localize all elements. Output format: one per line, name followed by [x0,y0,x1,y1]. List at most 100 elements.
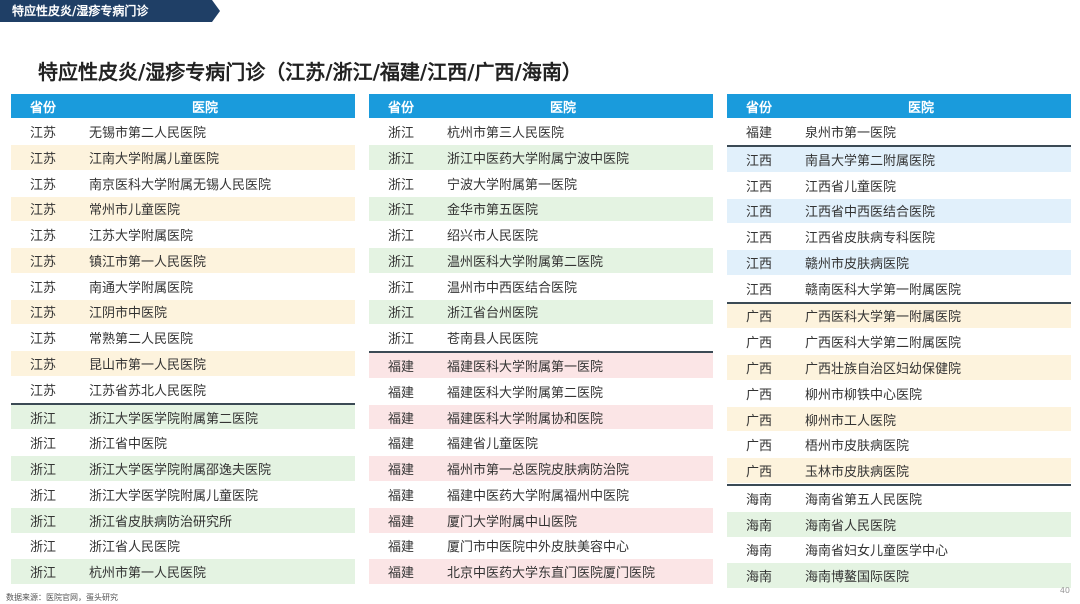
hospital-cell: 福建医科大学附属第二医院 [447,385,604,401]
table-row: 江苏 南京医科大学附属无锡人民医院 [11,171,355,196]
hospital-cell: 赣州市皮肤病医院 [805,256,910,272]
table-row: 广西 玉林市皮肤病医院 [727,458,1071,483]
table-body: 浙江 杭州市第三人民医院 浙江 浙江中医药大学附属宁波中医院 浙江 宁波大学附属第一医院浙… [369,119,713,585]
table-row: 浙江 温州医科大学附属第二医院 [369,248,713,273]
hospital-cell: 福州市第一总医院皮肤病防治院 [447,463,630,479]
page-title: 特应性皮炎/湿疹专病门诊（江苏/浙江/福建/江西/广西/海南） [38,60,582,84]
table-row: 浙江 浙江大学医学院附属第二医院 [11,402,355,430]
province-cell: 广西 [745,413,772,429]
hospital-cell: 厦门市中医院中外皮肤美容中心 [447,540,630,556]
province-cell: 江苏 [29,280,56,296]
hospital-cell: 浙江大学医学院附属邵逸夫医院 [89,463,272,479]
header-hospital: 医院 [549,100,576,116]
table-row: 福建 福建省儿童医院 [369,431,713,456]
province-cell: 江苏 [29,177,56,193]
province-cell: 江西 [745,179,772,195]
hospital-cell: 海南省第五人民医院 [805,492,923,508]
hospital-cell: 浙江省中医院 [89,437,168,453]
hospital-cell: 温州医科大学附属第二医院 [447,254,604,270]
table-row: 福建 福州市第一总医院皮肤病防治院 [369,456,713,481]
province-cell: 江苏 [29,229,56,245]
table-row: 浙江 浙江大学医学院附属邵逸夫医院 [11,456,355,481]
table-row: 福建 泉州市第一医院 [727,119,1071,144]
table-row: 浙江 浙江中医药大学附属宁波中医院 [369,144,713,170]
province-cell: 江西 [745,282,772,298]
hospital-cell: 广西壮族自治区妇幼保健院 [805,362,962,378]
hospital-cell: 南通大学附属医院 [89,280,194,296]
table-row: 浙江 浙江大学医学院附属儿童医院 [11,482,355,507]
hospital-cell: 常熟第二人民医院 [89,332,194,348]
hospital-cell: 温州市中西医结合医院 [447,280,578,296]
province-cell: 浙江 [29,514,56,530]
province-cell: 浙江 [29,411,56,427]
section-banner: 特应性皮炎/湿疹专病门诊 [0,0,220,22]
province-cell: 江苏 [29,254,56,270]
hospital-table-1: 省份 医院 江苏 无锡市第二人民医院 江苏 江南大学附属儿童医院 江苏 南京医科大学附属无… [11,94,355,585]
province-cell: 广西 [745,310,772,326]
hospital-cell: 福建医科大学附属协和医院 [447,411,604,427]
table-row: 福建 福建中医药大学附属福州中医院 [369,482,713,507]
province-cell: 江苏 [29,306,56,322]
table-row: 福建 福建医科大学附属第一医院 [369,351,713,378]
province-cell: 海南 [745,570,772,586]
province-cell: 浙江 [29,437,56,453]
table-row: 广西 广西医科大学第一附属医院 [727,301,1071,329]
table-row: 福建 厦门大学附属中山医院 [369,507,713,533]
province-cell: 浙江 [387,125,414,141]
table-row: 浙江 浙江省中医院 [11,431,355,456]
province-cell: 江西 [745,231,772,247]
source-note: 数据来源：医院官网，蛋头研究 [6,593,118,602]
province-cell: 浙江 [387,177,414,193]
table-row: 广西 柳州市工人医院 [727,406,1071,432]
table-row: 浙江 温州市中西医结合医院 [369,274,713,299]
table-row: 福建 福建医科大学附属协和医院 [369,404,713,430]
province-cell: 福建 [387,463,414,479]
hospital-cell: 杭州市第三人民医院 [447,125,565,141]
hospital-cell: 江南大学附属儿童医院 [89,151,220,167]
province-cell: 福建 [387,488,414,504]
table-row: 浙江 苍南县人民医院 [369,325,713,350]
hospital-table-2: 省份 医院 浙江 杭州市第三人民医院 浙江 浙江中医药大学附属宁波中医院 浙江 宁波大学附… [369,94,713,585]
hospital-cell: 厦门大学附属中山医院 [447,514,578,530]
province-cell: 浙江 [29,488,56,504]
page-number: 40 [1059,586,1070,595]
table-row: 浙江 浙江省台州医院 [369,299,713,325]
hospital-cell: 广西医科大学第二附属医院 [805,336,962,352]
hospital-cell: 浙江大学医学院附属儿童医院 [89,488,259,504]
header-hospital: 医院 [907,100,934,116]
province-cell: 江苏 [29,151,56,167]
table-row: 江苏 常州市儿童医院 [11,196,355,222]
header-province: 省份 [387,100,414,116]
hospital-cell: 江苏省苏北人民医院 [89,383,207,399]
table-row: 浙江 杭州市第一人民医院 [11,559,355,585]
hospital-cell: 常州市儿童医院 [89,203,181,219]
hospital-cell: 浙江中医药大学附属宁波中医院 [447,151,630,167]
hospital-cell: 泉州市第一医院 [805,125,897,141]
header-hospital: 医院 [191,100,218,116]
table-row: 江苏 江南大学附属儿童医院 [11,144,355,170]
header-province: 省份 [745,100,772,116]
hospital-cell: 昆山市第一人民医院 [89,358,207,374]
hospital-cell: 江西省儿童医院 [805,179,897,195]
hospital-cell: 无锡市第二人民医院 [89,125,207,141]
table-row: 江西 江西省中西医结合医院 [727,198,1071,224]
hospital-cell: 柳州市柳铁中心医院 [805,387,923,403]
hospital-cell: 海南博鳌国际医院 [805,570,910,586]
table-header: 省份 医院 [369,94,713,118]
province-cell: 福建 [387,540,414,556]
hospital-cell: 金华市第五医院 [447,203,539,219]
hospital-cell: 江苏大学附属医院 [89,229,194,245]
province-cell: 浙江 [387,203,414,219]
table-row: 广西 柳州市柳铁中心医院 [727,381,1071,406]
province-cell: 福建 [387,385,414,401]
hospital-cell: 南昌大学第二附属医院 [805,153,936,169]
province-cell: 福建 [387,514,414,530]
hospital-cell: 梧州市皮肤病医院 [805,439,910,455]
table-row: 浙江 浙江省皮肤病防治研究所 [11,507,355,533]
table-row: 江苏 江苏大学附属医院 [11,222,355,247]
hospital-cell: 江西省中西医结合医院 [805,205,936,221]
province-cell: 浙江 [29,566,56,582]
table-row: 江苏 江阴市中医院 [11,299,355,325]
hospital-cell: 海南省妇女儿童医学中心 [805,544,949,560]
province-cell: 浙江 [387,254,414,270]
